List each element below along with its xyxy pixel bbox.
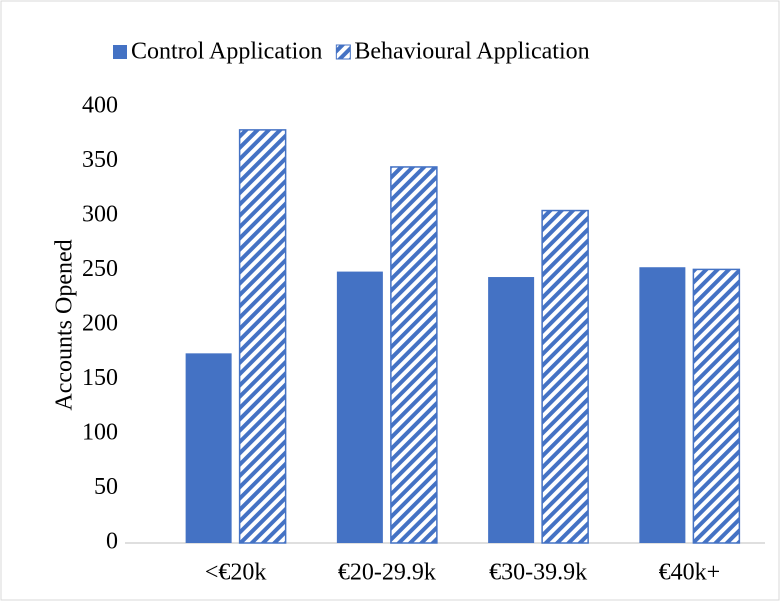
x-tick-label: €40k+ xyxy=(659,560,721,586)
y-tick-label: 100 xyxy=(82,420,118,446)
bar xyxy=(541,209,589,544)
legend-label: Control Application xyxy=(131,39,322,65)
y-tick-label: 150 xyxy=(82,365,118,391)
y-tick-label: 200 xyxy=(82,311,118,337)
y-tick-label: 0 xyxy=(106,529,118,555)
bar xyxy=(692,268,741,544)
y-axis-label: Accounts Opened xyxy=(52,239,78,410)
y-tick-label: 50 xyxy=(94,474,118,500)
bar xyxy=(488,277,535,543)
bar xyxy=(185,353,232,543)
y-tick-label: 250 xyxy=(82,256,118,282)
bar xyxy=(336,271,383,543)
y-tick-label: 300 xyxy=(82,202,118,228)
y-tick-label: 350 xyxy=(82,147,118,173)
x-tick-label: €30-39.9k xyxy=(489,560,587,586)
bar xyxy=(639,267,686,543)
legend-label: Behavioural Application xyxy=(354,39,589,65)
legend-marker xyxy=(113,45,127,59)
bar xyxy=(238,129,287,544)
y-tick-label: 400 xyxy=(82,93,118,119)
bar xyxy=(390,166,438,544)
legend-marker xyxy=(335,44,351,60)
x-tick-label: €20-29.9k xyxy=(338,560,436,586)
x-tick-label: <€20k xyxy=(205,560,267,586)
